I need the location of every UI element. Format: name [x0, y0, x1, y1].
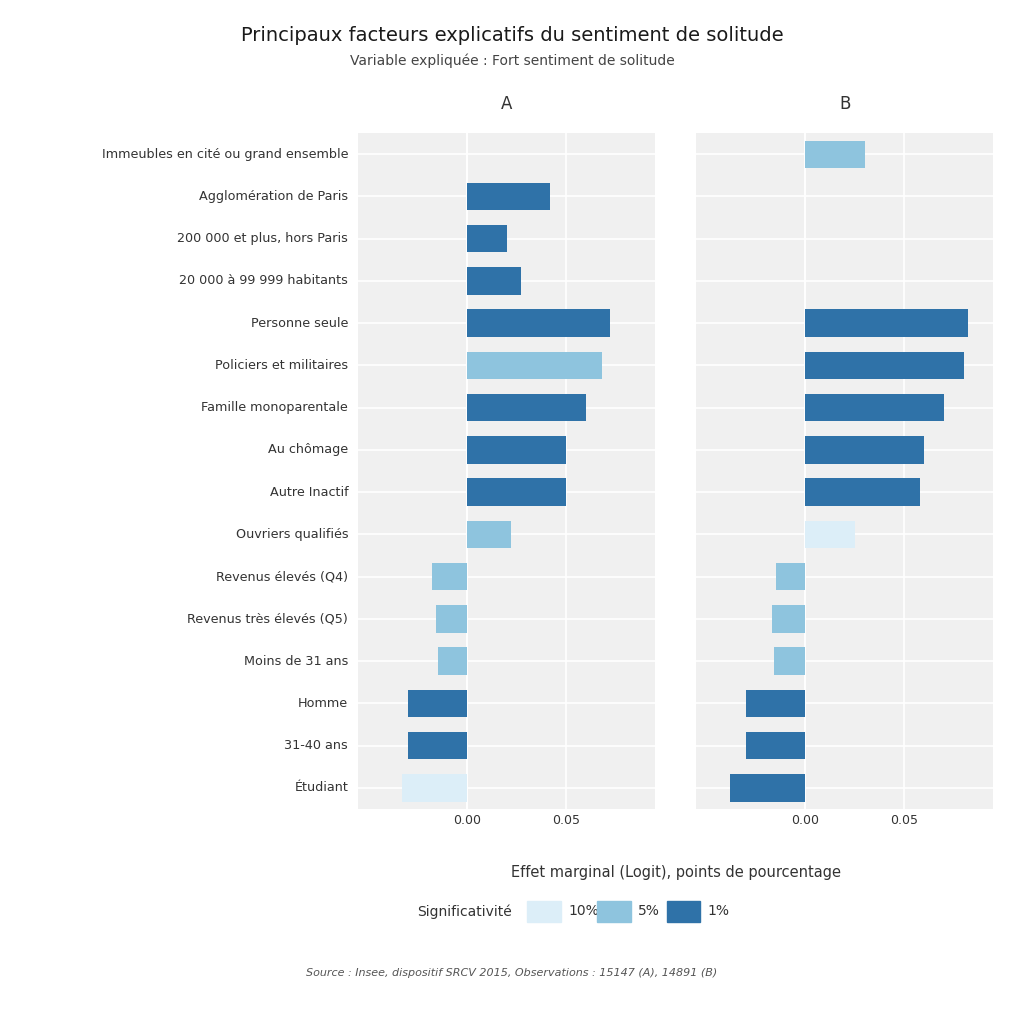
- Bar: [745, 732, 805, 760]
- Bar: [773, 647, 805, 675]
- Text: B: B: [839, 95, 851, 113]
- Bar: [435, 605, 467, 633]
- Text: 1%: 1%: [708, 904, 729, 919]
- Text: Agglomération de Paris: Agglomération de Paris: [199, 190, 348, 203]
- Bar: [805, 140, 864, 168]
- Bar: [467, 478, 566, 506]
- Text: Autre Inactif: Autre Inactif: [269, 485, 348, 499]
- Bar: [730, 774, 805, 802]
- Bar: [805, 394, 944, 422]
- Bar: [805, 478, 920, 506]
- Text: Principaux facteurs explicatifs du sentiment de solitude: Principaux facteurs explicatifs du senti…: [241, 26, 783, 45]
- Bar: [408, 732, 467, 760]
- Text: Personne seule: Personne seule: [251, 316, 348, 330]
- Text: Homme: Homme: [298, 697, 348, 710]
- Bar: [432, 563, 467, 591]
- Text: 31-40 ans: 31-40 ans: [285, 739, 348, 752]
- Text: 5%: 5%: [638, 904, 659, 919]
- Text: Famille monoparentale: Famille monoparentale: [202, 401, 348, 414]
- Bar: [437, 647, 467, 675]
- Text: Au chômage: Au chômage: [268, 443, 348, 457]
- Text: A: A: [501, 95, 513, 113]
- Text: Revenus très élevés (Q5): Revenus très élevés (Q5): [187, 612, 348, 626]
- Bar: [467, 394, 586, 422]
- Text: Ouvriers qualifiés: Ouvriers qualifiés: [236, 528, 348, 541]
- Text: Significativité: Significativité: [417, 904, 512, 919]
- Bar: [408, 689, 467, 717]
- Text: 20 000 à 99 999 habitants: 20 000 à 99 999 habitants: [179, 274, 348, 288]
- Bar: [467, 351, 602, 379]
- Text: Immeubles en cité ou grand ensemble: Immeubles en cité ou grand ensemble: [101, 147, 348, 161]
- Text: Policiers et militaires: Policiers et militaires: [215, 359, 348, 372]
- Bar: [467, 267, 521, 295]
- Text: Moins de 31 ans: Moins de 31 ans: [244, 654, 348, 668]
- Bar: [467, 225, 507, 253]
- Bar: [467, 520, 511, 548]
- Text: Étudiant: Étudiant: [294, 781, 348, 795]
- Bar: [775, 563, 805, 591]
- Text: Variable expliquée : Fort sentiment de solitude: Variable expliquée : Fort sentiment de s…: [349, 53, 675, 68]
- Bar: [805, 351, 964, 379]
- Bar: [467, 309, 610, 337]
- Bar: [805, 520, 855, 548]
- Text: Revenus élevés (Q4): Revenus élevés (Q4): [216, 570, 348, 583]
- Bar: [467, 182, 551, 210]
- Bar: [745, 689, 805, 717]
- Text: 10%: 10%: [568, 904, 599, 919]
- Bar: [402, 774, 467, 802]
- Bar: [805, 309, 968, 337]
- Bar: [771, 605, 805, 633]
- Bar: [467, 436, 566, 464]
- Bar: [805, 436, 924, 464]
- Text: 200 000 et plus, hors Paris: 200 000 et plus, hors Paris: [177, 232, 348, 245]
- Text: Source : Insee, dispositif SRCV 2015, Observations : 15147 (A), 14891 (B): Source : Insee, dispositif SRCV 2015, Ob…: [306, 968, 718, 978]
- Text: Effet marginal (Logit), points de pourcentage: Effet marginal (Logit), points de pource…: [511, 865, 841, 881]
